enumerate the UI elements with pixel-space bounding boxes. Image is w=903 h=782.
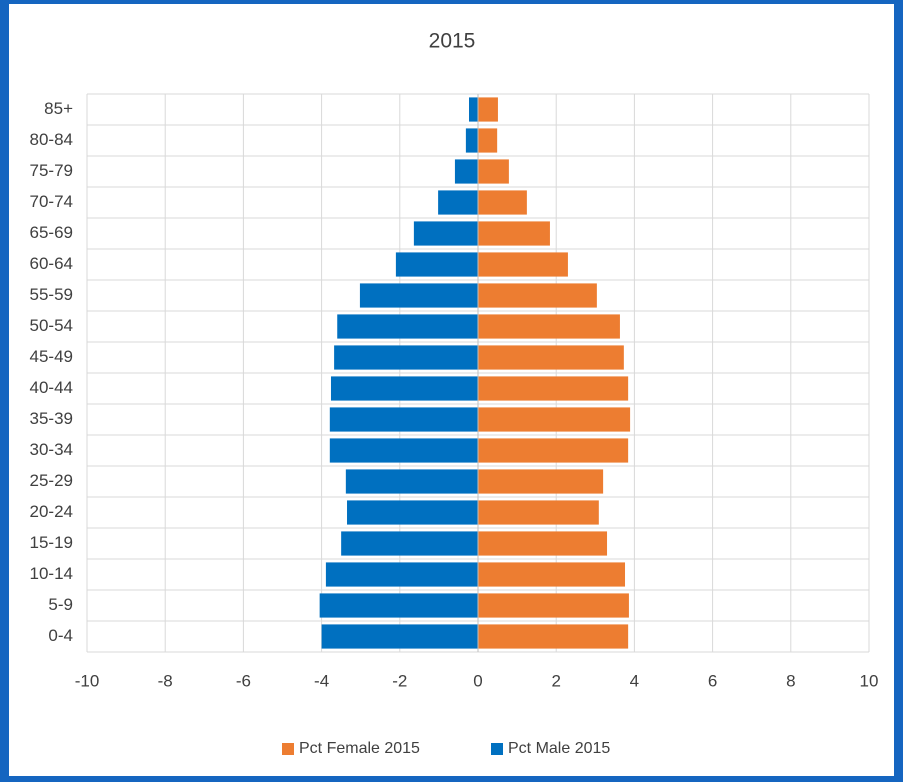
- bar: [478, 407, 631, 432]
- bar: [334, 345, 478, 370]
- legend-label: Pct Female 2015: [299, 740, 420, 757]
- bar: [347, 500, 478, 525]
- bar: [329, 438, 478, 463]
- bar: [478, 438, 629, 463]
- bar: [413, 221, 478, 246]
- legend-swatch: [491, 743, 503, 755]
- bar: [478, 593, 629, 618]
- y-tick-label: 30-34: [30, 440, 73, 459]
- x-tick-label: 4: [630, 671, 639, 690]
- bar: [329, 407, 478, 432]
- y-tick-label: 10-14: [30, 564, 73, 583]
- x-tick-label: 2: [551, 671, 560, 690]
- bar: [478, 283, 597, 308]
- bar: [478, 345, 624, 370]
- bar: [478, 252, 568, 277]
- y-tick-label: 35-39: [30, 409, 73, 428]
- bar: [478, 500, 599, 525]
- y-tick-label: 80-84: [30, 130, 73, 149]
- bar: [478, 469, 604, 494]
- bar: [438, 190, 478, 215]
- y-tick-label: 40-44: [30, 378, 73, 397]
- x-tick-label: -2: [392, 671, 407, 690]
- bar: [478, 624, 629, 649]
- bar: [465, 128, 478, 153]
- y-tick-label: 85+: [44, 99, 73, 118]
- bar: [345, 469, 478, 494]
- bar: [478, 314, 620, 339]
- y-tick-label: 50-54: [30, 316, 73, 335]
- bar: [478, 562, 626, 587]
- bar: [454, 159, 478, 184]
- bar: [330, 376, 478, 401]
- bar: [337, 314, 478, 339]
- x-tick-label: -4: [314, 671, 329, 690]
- bar: [478, 128, 498, 153]
- y-tick-label: 20-24: [30, 502, 73, 521]
- bar: [341, 531, 478, 556]
- bar: [395, 252, 478, 277]
- y-tick-label: 45-49: [30, 347, 73, 366]
- bar: [478, 190, 527, 215]
- y-tick-label: 65-69: [30, 223, 73, 242]
- bar: [478, 531, 608, 556]
- chart-title: 2015: [429, 30, 476, 53]
- bar: [321, 624, 478, 649]
- y-tick-label: 5-9: [48, 595, 73, 614]
- x-tick-label: -6: [236, 671, 251, 690]
- x-tick-label: 0: [473, 671, 482, 690]
- bar: [478, 159, 509, 184]
- x-tick-label: 8: [786, 671, 795, 690]
- y-tick-label: 60-64: [30, 254, 73, 273]
- bar: [478, 376, 629, 401]
- x-tick-label: 10: [860, 671, 879, 690]
- legend-swatch: [282, 743, 294, 755]
- y-tick-label: 70-74: [30, 192, 73, 211]
- bar: [359, 283, 478, 308]
- y-tick-label: 55-59: [30, 285, 73, 304]
- bar: [478, 97, 498, 122]
- y-tick-label: 15-19: [30, 533, 73, 552]
- x-tick-label: 6: [708, 671, 717, 690]
- y-tick-label: 75-79: [30, 161, 73, 180]
- legend-label: Pct Male 2015: [508, 740, 610, 757]
- y-tick-label: 25-29: [30, 471, 73, 490]
- x-tick-label: -10: [75, 671, 100, 690]
- x-tick-label: -8: [158, 671, 173, 690]
- bar: [325, 562, 478, 587]
- bar: [469, 97, 478, 122]
- bar: [319, 593, 478, 618]
- bar: [478, 221, 550, 246]
- y-tick-label: 0-4: [48, 626, 73, 645]
